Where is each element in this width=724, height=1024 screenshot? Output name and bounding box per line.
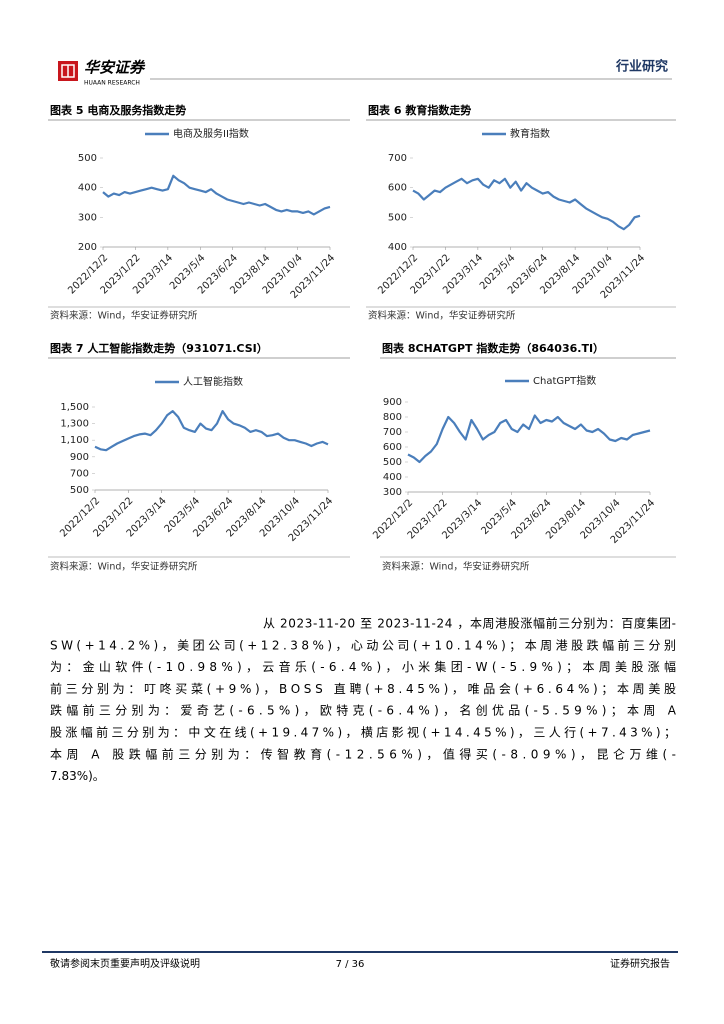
footer-doc-type: 证券研究报告 [610,957,670,970]
y-tick-label: 1,100 [60,435,89,446]
body-line: 前三分别为：叮咚买菜(+9%)，BOSS 直聘(+8.45%)，唯品会(+6.6… [50,681,676,696]
page-number: 7 / 36 [336,959,365,970]
y-tick-label: 400 [383,472,402,483]
brand: 华安证券 [84,59,146,77]
body-line: 股涨幅前三分别为：中文在线(+19.47%)，横店影视(+14.45%)，三人行… [50,725,676,740]
series-line [407,414,651,464]
source-note: 资料来源：Wind，华安证券研究所 [50,310,198,322]
chart-caption: 图表 8CHATGPT 指数走势（864036.TI） [382,341,604,355]
y-tick-label: 500 [70,485,89,496]
y-tick-label: 900 [383,397,402,408]
y-tick-label: 900 [70,452,89,463]
chart-caption: 图表 5 电商及服务指数走势 [50,103,186,117]
y-tick-label: 600 [388,183,407,194]
brand-en: HUAAN RESEARCH [84,80,140,87]
series-line [412,177,641,231]
body-line: 本周 A 股跌幅前三分别为：传智教育(-12.56%)，值得买(-8.09%)，… [50,746,676,761]
y-tick-label: 500 [388,212,407,223]
footer-disclaimer: 敬请参阅末页重要声明及评级说明 [50,957,200,970]
body-line: 从 2023-11-20 至 2023-11-24 ，本周港股涨幅前三分别为：百… [263,616,676,631]
y-tick-label: 700 [70,468,89,479]
chart-caption: 图表 7 人工智能指数走势（931071.CSI） [50,341,268,355]
body-line: SW(+14.2%)，美团公司(+12.38%)，心动公司(+10.14%)；本… [50,637,676,652]
source-note: 资料来源：Wind，华安证券研究所 [50,561,198,573]
y-tick-label: 300 [78,212,97,223]
section: 行业研究 [615,59,668,75]
y-tick-label: 700 [388,153,407,164]
body-line: 7.83%)。 [50,769,105,783]
y-tick-label: 200 [78,242,97,253]
y-tick-label: 600 [383,442,402,453]
y-tick-label: 1,500 [60,402,89,413]
y-tick-label: 500 [78,153,97,164]
y-tick-label: 800 [383,412,402,423]
series-line [94,410,329,452]
legend-label: 教育指数 [510,127,550,140]
legend-label: 人工智能指数 [183,375,243,388]
body: 从 2023-11-20 至 2023-11-24 ，本周港股涨幅前三分别为：百… [50,616,677,784]
series-line [102,174,331,216]
source-note: 资料来源：Wind，华安证券研究所 [382,561,530,573]
y-tick-label: 300 [383,487,402,498]
y-tick-label: 400 [78,183,97,194]
legend-label: 电商及服务II指数 [173,127,249,140]
legend-label: ChatGPT指数 [533,374,596,387]
body-line: 跌幅前三分别为：爱奇艺(-6.5%)，欧特克(-6.4%)，名创优品(-5.59… [50,703,677,718]
y-tick-label: 400 [388,242,407,253]
body-line: 为：金山软件(-10.98%)，云音乐(-6.4%)，小米集团-W(-5.9%)… [50,659,676,674]
chart-caption: 图表 6 教育指数走势 [368,103,471,117]
y-tick-label: 700 [383,427,402,438]
y-tick-label: 1,300 [60,419,89,430]
source-note: 资料来源：Wind，华安证券研究所 [368,310,516,322]
y-tick-label: 500 [383,457,402,468]
